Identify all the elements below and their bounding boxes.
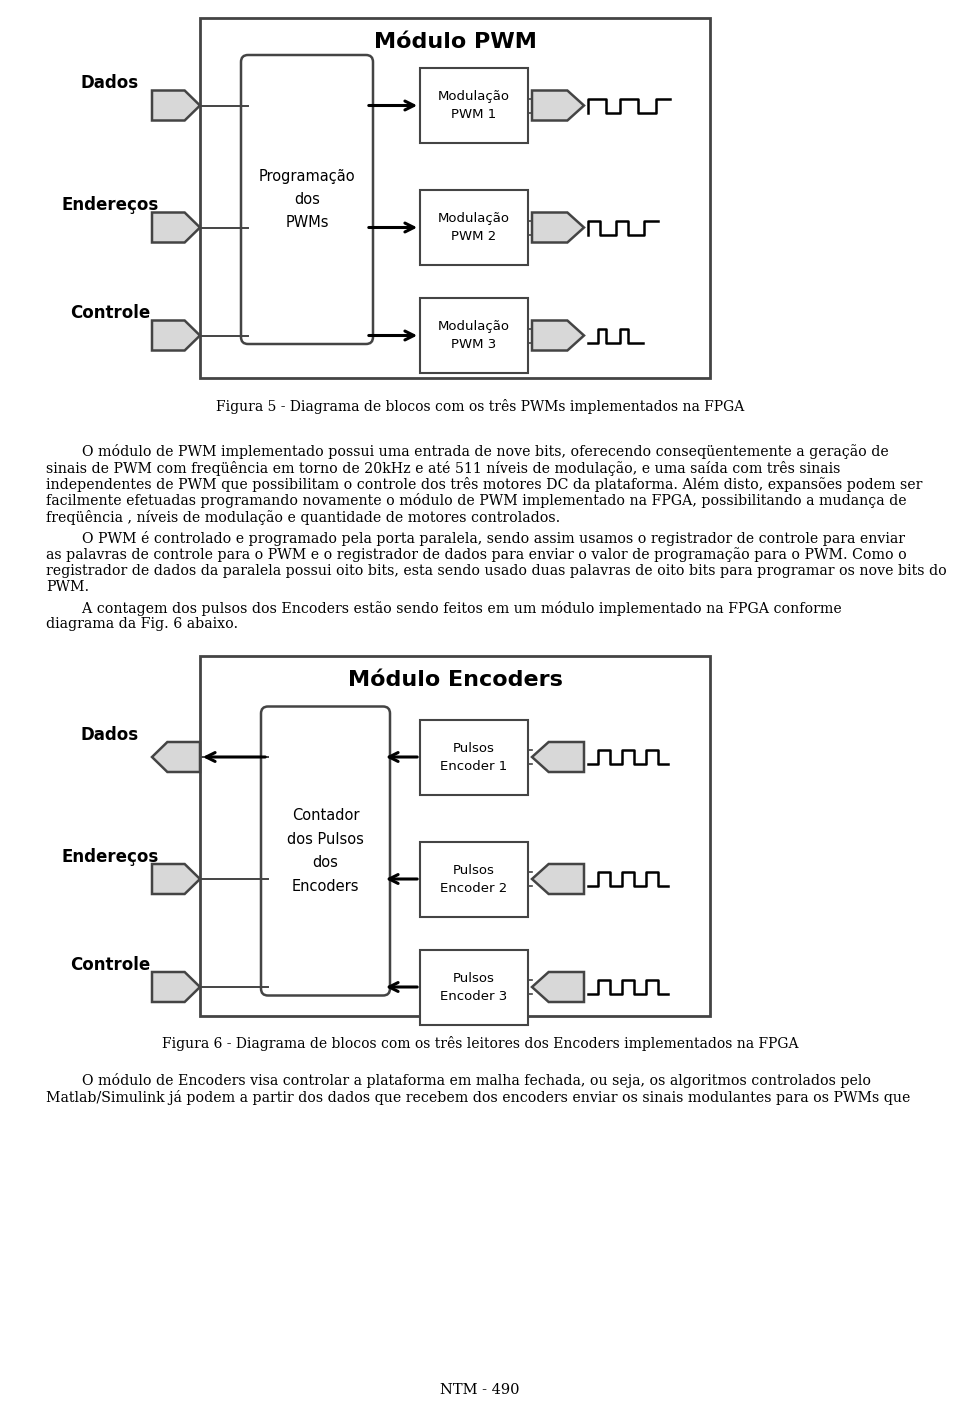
Text: Matlab/Simulink já podem a partir dos dados que recebem dos encoders enviar os s: Matlab/Simulink já podem a partir dos da… <box>46 1090 910 1104</box>
Text: O módulo de Encoders visa controlar a plataforma em malha fechada, ou seja, os a: O módulo de Encoders visa controlar a pl… <box>46 1073 871 1089</box>
Text: O módulo de PWM implementado possui uma entrada de nove bits, oferecendo conseqü: O módulo de PWM implementado possui uma … <box>46 445 889 459</box>
Text: as palavras de controle para o PWM e o registrador de dados para enviar o valor : as palavras de controle para o PWM e o r… <box>46 547 907 562</box>
Bar <box>420 719 528 794</box>
Text: diagrama da Fig. 6 abaixo.: diagrama da Fig. 6 abaixo. <box>46 617 238 632</box>
Polygon shape <box>152 864 200 893</box>
Polygon shape <box>532 212 584 242</box>
Polygon shape <box>532 91 584 120</box>
Polygon shape <box>152 971 200 1003</box>
Bar <box>420 68 528 143</box>
Text: NTM - 490: NTM - 490 <box>441 1383 519 1398</box>
Text: sinais de PWM com freqüência em torno de 20kHz e até 511 níveis de modulação, e : sinais de PWM com freqüência em torno de… <box>46 460 840 476</box>
Text: Endereços: Endereços <box>61 197 158 214</box>
Polygon shape <box>532 320 584 351</box>
Text: Modulação
PWM 3: Modulação PWM 3 <box>438 320 510 351</box>
FancyBboxPatch shape <box>241 55 373 344</box>
Text: Pulsos
Encoder 3: Pulsos Encoder 3 <box>441 971 508 1003</box>
Text: Figura 6 - Diagrama de blocos com os três leitores dos Encoders implementados na: Figura 6 - Diagrama de blocos com os trê… <box>161 1037 799 1051</box>
Polygon shape <box>152 320 200 351</box>
Text: independentes de PWM que possibilitam o controle dos três motores DC da platafor: independentes de PWM que possibilitam o … <box>46 477 923 491</box>
Text: PWM.: PWM. <box>46 581 89 593</box>
Text: Contador
dos Pulsos
dos
Encoders: Contador dos Pulsos dos Encoders <box>287 809 364 893</box>
Text: Figura 5 - Diagrama de blocos com os três PWMs implementados na FPGA: Figura 5 - Diagrama de blocos com os trê… <box>216 398 744 413</box>
Text: Dados: Dados <box>81 75 139 92</box>
Bar <box>420 190 528 265</box>
Text: Módulo Encoders: Módulo Encoders <box>348 670 563 690</box>
Text: freqüência , níveis de modulação e quantidade de motores controlados.: freqüência , níveis de modulação e quant… <box>46 510 561 525</box>
Polygon shape <box>532 971 584 1003</box>
Polygon shape <box>532 742 584 772</box>
Polygon shape <box>532 864 584 893</box>
Text: Pulsos
Encoder 2: Pulsos Encoder 2 <box>441 864 508 895</box>
Text: Controle: Controle <box>70 304 150 323</box>
Text: Programação
dos
PWMs: Programação dos PWMs <box>258 169 355 231</box>
Bar <box>200 18 710 378</box>
Bar <box>420 297 528 372</box>
Text: Modulação
PWM 2: Modulação PWM 2 <box>438 212 510 244</box>
Bar <box>420 950 528 1025</box>
Text: A contagem dos pulsos dos Encoders estão sendo feitos em um módulo implementado : A contagem dos pulsos dos Encoders estão… <box>46 600 842 616</box>
Polygon shape <box>152 742 200 772</box>
Bar <box>200 656 710 1015</box>
Polygon shape <box>152 91 200 120</box>
Text: registrador de dados da paralela possui oito bits, esta sendo usado duas palavra: registrador de dados da paralela possui … <box>46 564 947 578</box>
Text: facilmente efetuadas programando novamente o módulo de PWM implementado na FPGA,: facilmente efetuadas programando novamen… <box>46 494 906 508</box>
Text: Endereços: Endereços <box>61 848 158 867</box>
Text: Controle: Controle <box>70 956 150 974</box>
Text: Módulo PWM: Módulo PWM <box>373 33 537 52</box>
Text: Modulação
PWM 1: Modulação PWM 1 <box>438 91 510 120</box>
Polygon shape <box>152 212 200 242</box>
Text: Pulsos
Encoder 1: Pulsos Encoder 1 <box>441 742 508 773</box>
FancyBboxPatch shape <box>261 707 390 995</box>
Text: O PWM é controlado e programado pela porta paralela, sendo assim usamos o regist: O PWM é controlado e programado pela por… <box>46 531 905 545</box>
Text: Dados: Dados <box>81 726 139 743</box>
Bar <box>420 841 528 916</box>
